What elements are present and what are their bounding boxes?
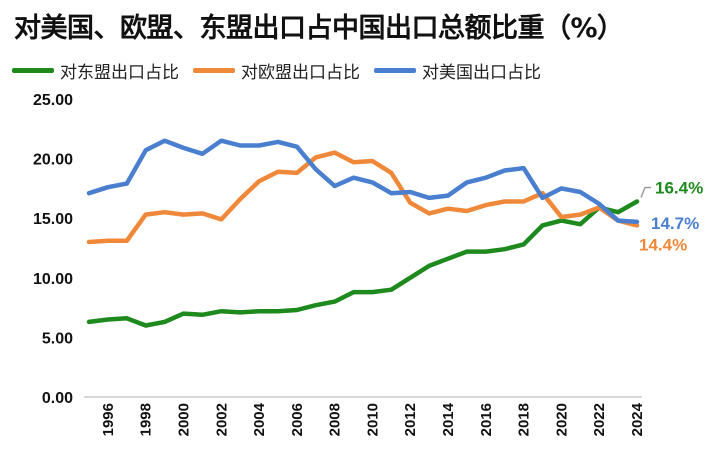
x-tick-label: 2024 <box>629 402 646 436</box>
x-tick-label: 2006 <box>289 403 306 436</box>
end-label-asean: 16.4% <box>655 179 703 198</box>
series-layer <box>86 138 640 328</box>
x-tick-label: 1998 <box>138 403 155 436</box>
x-tick-label: 2016 <box>478 403 495 436</box>
x-tick-label: 2004 <box>251 402 268 436</box>
x-tick-label: 2002 <box>213 403 230 436</box>
y-tick-label: 5.00 <box>42 330 73 347</box>
label-leader-line <box>640 186 651 198</box>
y-axis: 0.00 5.00 10.00 15.00 20.00 25.00 <box>33 92 73 407</box>
y-tick-label: 15.00 <box>33 211 73 228</box>
x-tick-label: 1996 <box>100 403 117 436</box>
x-tick-label: 2018 <box>516 403 533 436</box>
chart-title: 对美国、欧盟、东盟出口占中国出口总额比重（%） <box>14 13 624 44</box>
series-line-us <box>86 138 640 225</box>
x-tick-label: 2000 <box>175 403 192 436</box>
legend: 对东盟出口占比 对欧盟出口占比 对美国出口占比 <box>12 57 555 83</box>
end-labels: 16.4% 14.4% 14.7% <box>639 179 703 255</box>
legend-label-eu: 对欧盟出口占比 <box>241 62 360 83</box>
x-axis: 1996 1998 2000 2002 2004 2006 2008 2010 2012 2014… <box>84 396 646 436</box>
x-tick-label: 2022 <box>591 403 608 436</box>
x-tick-label: 2020 <box>553 403 570 436</box>
x-tick-label: 2010 <box>364 403 381 436</box>
y-tick-label: 25.00 <box>33 92 73 109</box>
x-tick-label: 2008 <box>327 403 344 436</box>
series-line-eu <box>86 150 640 245</box>
series-line-asean <box>86 199 640 328</box>
x-tick-label: 2012 <box>402 403 419 436</box>
end-label-eu: 14.4% <box>639 235 687 254</box>
y-tick-label: 0.00 <box>42 390 73 407</box>
legend-label-us: 对美国出口占比 <box>422 62 541 83</box>
legend-swatch-eu <box>193 67 235 73</box>
y-tick-label: 10.00 <box>33 271 73 288</box>
y-tick-label: 20.00 <box>33 152 73 169</box>
legend-item-asean: 对东盟出口占比 <box>12 58 179 83</box>
legend-swatch-asean <box>12 67 54 73</box>
legend-item-us: 对美国出口占比 <box>374 58 541 83</box>
legend-label-asean: 对东盟出口占比 <box>60 62 179 83</box>
legend-swatch-us <box>374 67 416 73</box>
end-label-us: 14.7% <box>651 214 699 233</box>
x-tick-label: 2014 <box>440 402 457 436</box>
legend-item-eu: 对欧盟出口占比 <box>193 58 360 83</box>
